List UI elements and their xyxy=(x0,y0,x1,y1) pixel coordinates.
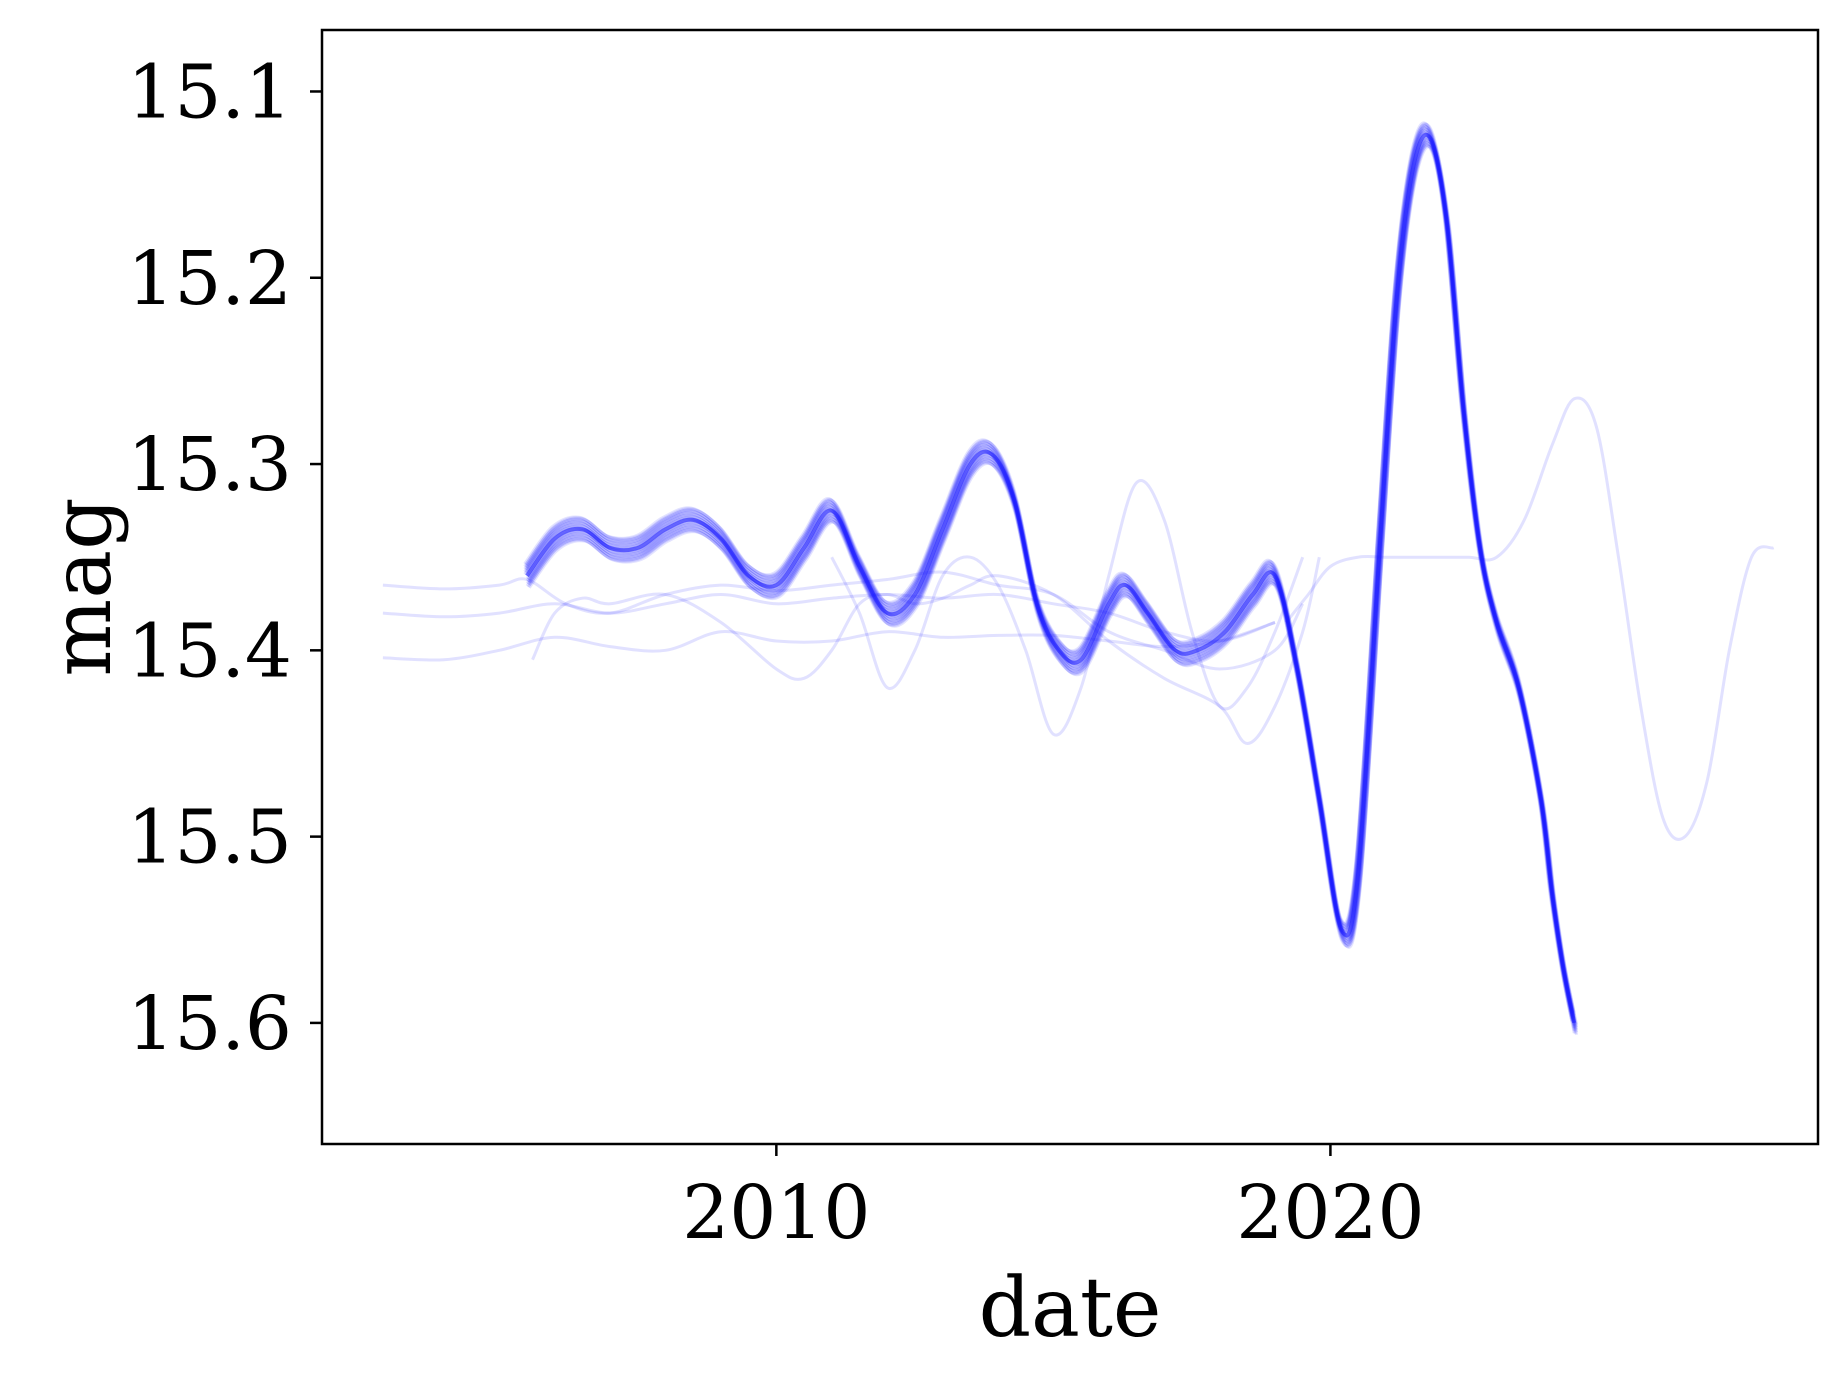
main-curve xyxy=(525,132,1577,1024)
y-tick-label-5: 15.6 xyxy=(127,981,292,1067)
y-tick-label-0: 15.1 xyxy=(127,49,292,135)
ticks-layer: 2010 2020 15.1 15.2 15.3 15.4 15.5 15.6 xyxy=(127,49,1424,1256)
sample-curve-9 xyxy=(523,129,1574,1019)
y-tick-label-3: 15.4 xyxy=(127,608,292,694)
x-tick-label-0: 2010 xyxy=(682,1170,870,1256)
x-axis-label: date xyxy=(979,1261,1162,1356)
y-axis-label: mag xyxy=(35,497,130,676)
y-tick-label-4: 15.5 xyxy=(127,795,292,881)
offshoot-curve-3 xyxy=(531,556,1321,746)
x-tick-label-1: 2020 xyxy=(1236,1170,1424,1256)
offshoot-curve-2 xyxy=(382,620,1276,662)
offshoot-curve-4 xyxy=(830,479,1305,737)
y-tick-label-1: 15.2 xyxy=(127,236,292,322)
sample-curve-19 xyxy=(528,137,1579,1028)
plot-frame xyxy=(320,28,1820,1146)
offshoot-curve-0 xyxy=(382,570,1305,671)
offshoot-curve-1 xyxy=(382,592,1276,643)
series-layer xyxy=(382,121,1775,1036)
y-tick-label-2: 15.3 xyxy=(127,422,292,508)
